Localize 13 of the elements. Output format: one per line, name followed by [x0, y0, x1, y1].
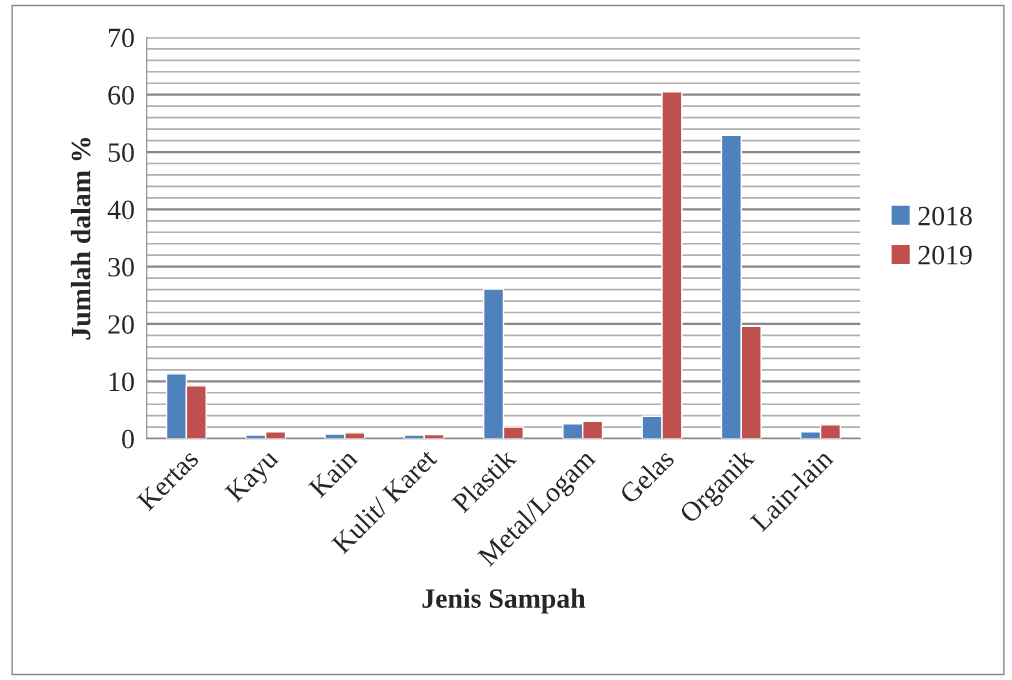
- y-tick-label: 60: [108, 85, 134, 105]
- y-tick-label: 30: [108, 257, 134, 277]
- y-tick-label: 10: [109, 372, 134, 392]
- y-tick-label: 0: [122, 429, 134, 449]
- y-tick-label: 40: [107, 200, 134, 220]
- y-tick-label: 20: [108, 315, 134, 334]
- legend-label: 2018: [918, 206, 972, 226]
- y-tick-label: 70: [108, 28, 134, 48]
- y-axis-title: Jumlah dalam %: [70, 137, 91, 340]
- legend-label: 2019: [918, 245, 972, 265]
- y-tick-label: 50: [108, 143, 134, 162]
- x-tick-label: Kain: [307, 447, 359, 499]
- x-axis-title: Jenis Sampah: [422, 588, 586, 614]
